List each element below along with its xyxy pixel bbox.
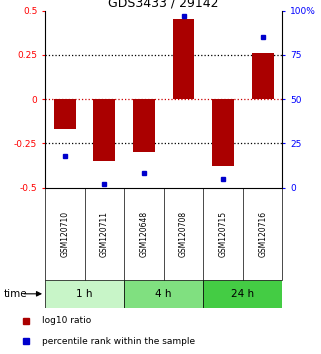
Bar <box>54 99 76 129</box>
Text: GSM120648: GSM120648 <box>139 211 148 257</box>
Title: GDS3433 / 29142: GDS3433 / 29142 <box>108 0 219 10</box>
Text: GSM120715: GSM120715 <box>219 211 228 257</box>
Text: GSM120710: GSM120710 <box>60 211 69 257</box>
Text: 4 h: 4 h <box>155 289 172 299</box>
Bar <box>212 99 234 166</box>
Text: time: time <box>3 289 27 299</box>
Text: percentile rank within the sample: percentile rank within the sample <box>42 337 195 346</box>
Bar <box>93 99 115 161</box>
Bar <box>45 280 124 308</box>
Text: GSM120708: GSM120708 <box>179 211 188 257</box>
Text: 24 h: 24 h <box>231 289 255 299</box>
Bar <box>173 19 195 99</box>
Text: 1 h: 1 h <box>76 289 93 299</box>
Text: GSM120711: GSM120711 <box>100 211 109 257</box>
Bar <box>124 280 203 308</box>
Bar <box>203 280 282 308</box>
Text: log10 ratio: log10 ratio <box>42 316 91 325</box>
Bar <box>133 99 155 152</box>
Text: GSM120716: GSM120716 <box>258 211 267 257</box>
Bar <box>252 53 273 99</box>
